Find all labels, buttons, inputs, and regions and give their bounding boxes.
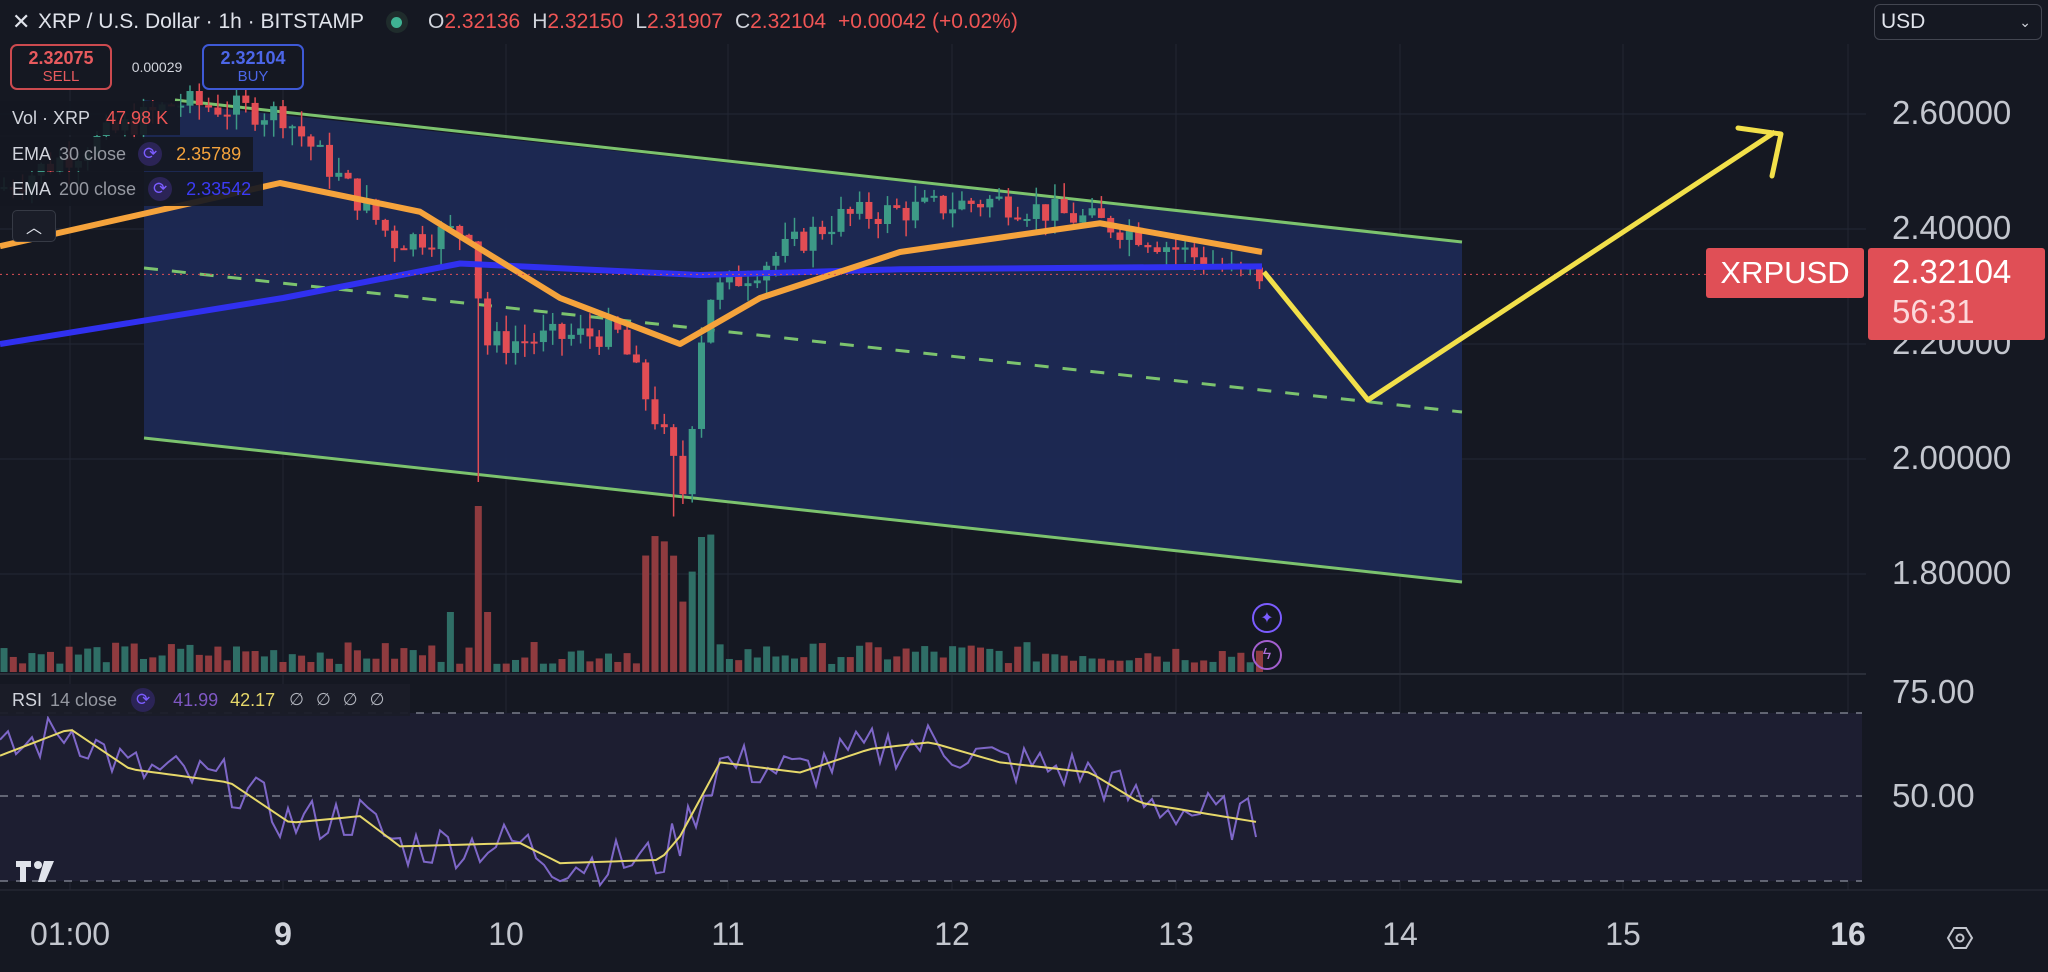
rsi-na-value: ∅ [289, 690, 304, 709]
ema200-name: EMA [12, 178, 52, 199]
high-label: H [532, 10, 548, 33]
last-price-value: 2.32104 [1892, 253, 2012, 290]
buy-label: BUY [237, 68, 269, 85]
rsi-param: 14 close [50, 689, 118, 710]
sparkle-icon: ✦ [1260, 610, 1274, 627]
rsi-na-value: ∅ [342, 690, 358, 709]
open-value: 2.32136 [444, 10, 521, 33]
rsi-ma-value: 42.17 [230, 689, 276, 710]
chevron-up-icon: ︿ [25, 220, 42, 237]
ema200-legend[interactable]: EMA 200 close ⟳ 2.33542 [0, 172, 264, 206]
last-price-tag: 2.32104 56:31 [1868, 248, 2045, 340]
ema30-legend[interactable]: EMA 30 close ⟳ 2.35789 [0, 137, 254, 171]
chevron-down-icon: ⌄ [2019, 13, 2031, 30]
symbol-price-tag: XRPUSD [1706, 248, 1864, 298]
time-axis-label: 12 [934, 916, 970, 952]
time-axis-label: 13 [1158, 916, 1194, 952]
time-axis-label: 9 [274, 916, 292, 952]
bar-countdown: 56:31 [1892, 293, 1975, 330]
volume-value: 47.98 K [106, 107, 169, 128]
buy-price: 2.32104 [220, 48, 286, 68]
currency-select[interactable]: USD ⌄ [1874, 4, 2042, 40]
ohlc-values: O2.32136 H2.32150 L2.31907 C2.32104 +0.0… [428, 10, 1018, 34]
lightning-icon: ϟ [1262, 646, 1272, 663]
rsi-name: RSI [12, 689, 43, 710]
low-label: L [635, 10, 648, 33]
price-axis-label: 2.60000 [1892, 94, 2012, 131]
sell-button[interactable]: 2.32075 SELL [10, 44, 112, 90]
ema30-param: 30 close [59, 143, 127, 164]
low-value: 2.31907 [647, 10, 723, 33]
open-label: O [427, 10, 445, 33]
symbol-header: ✕ XRP / U.S. Dollar · 1h · BITSTAMP O2.3… [0, 0, 1018, 44]
rsi-legend[interactable]: RSI 14 close ⟳ 41.99 42.17 ∅ ∅ ∅ ∅ [0, 684, 411, 716]
collapse-legend-button[interactable]: ︿ [12, 210, 56, 242]
ema30-value: 2.35789 [176, 143, 242, 164]
time-axis-label: 10 [488, 916, 524, 952]
time-axis-label: 14 [1382, 916, 1418, 952]
sync-icon[interactable]: ⟳ [138, 142, 163, 166]
market-status-icon [385, 11, 408, 33]
close-value: 2.32104 [750, 10, 827, 33]
close-label: C [734, 10, 751, 33]
buy-button[interactable]: 2.32104 BUY [202, 44, 304, 90]
sync-icon[interactable]: ⟳ [131, 688, 156, 712]
high-value: 2.32150 [547, 10, 624, 33]
price-axis-label: 2.40000 [1892, 209, 2012, 246]
rsi-na-value: ∅ [315, 690, 331, 709]
quick-action-button[interactable]: ϟ [1252, 640, 1282, 670]
ema200-value: 2.33542 [186, 178, 252, 199]
time-axis-label: 15 [1605, 916, 1641, 952]
close-icon[interactable]: ✕ [12, 9, 31, 34]
sell-label: SELL [42, 68, 80, 85]
rsi-value: 41.99 [173, 689, 219, 710]
volume-name: Vol · XRP [12, 107, 91, 128]
ema30-name: EMA [12, 143, 52, 164]
rsi-axis-label: 75.00 [1892, 673, 1975, 710]
rsi-axis-label: 50.00 [1892, 777, 1975, 814]
tradingview-logo-icon [16, 861, 54, 882]
price-axis-label: 1.80000 [1892, 554, 2012, 591]
price-axis-label: 2.00000 [1892, 439, 2012, 476]
rsi-na-value: ∅ [369, 690, 385, 709]
symbol-title[interactable]: XRP / U.S. Dollar · 1h · BITSTAMP [38, 10, 364, 33]
change-value: +0.00042 (+0.02%) [838, 10, 1018, 33]
time-axis-label: 16 [1830, 916, 1866, 952]
time-axis-label: 11 [711, 916, 745, 952]
currency-value: USD [1881, 10, 1926, 33]
spread-value: 0.00029 [131, 59, 183, 75]
ai-assistant-button[interactable]: ✦ [1252, 603, 1282, 633]
sell-price: 2.32075 [28, 48, 94, 68]
trade-panel: 2.32075 SELL 0.00029 2.32104 BUY [10, 44, 304, 90]
time-axis-label: 01:00 [29, 916, 111, 952]
settings-icon[interactable] [1946, 924, 1974, 952]
volume-legend[interactable]: Vol · XRP 47.98 K [0, 101, 181, 135]
sync-icon[interactable]: ⟳ [148, 177, 173, 201]
ema200-param: 200 close [59, 178, 137, 199]
